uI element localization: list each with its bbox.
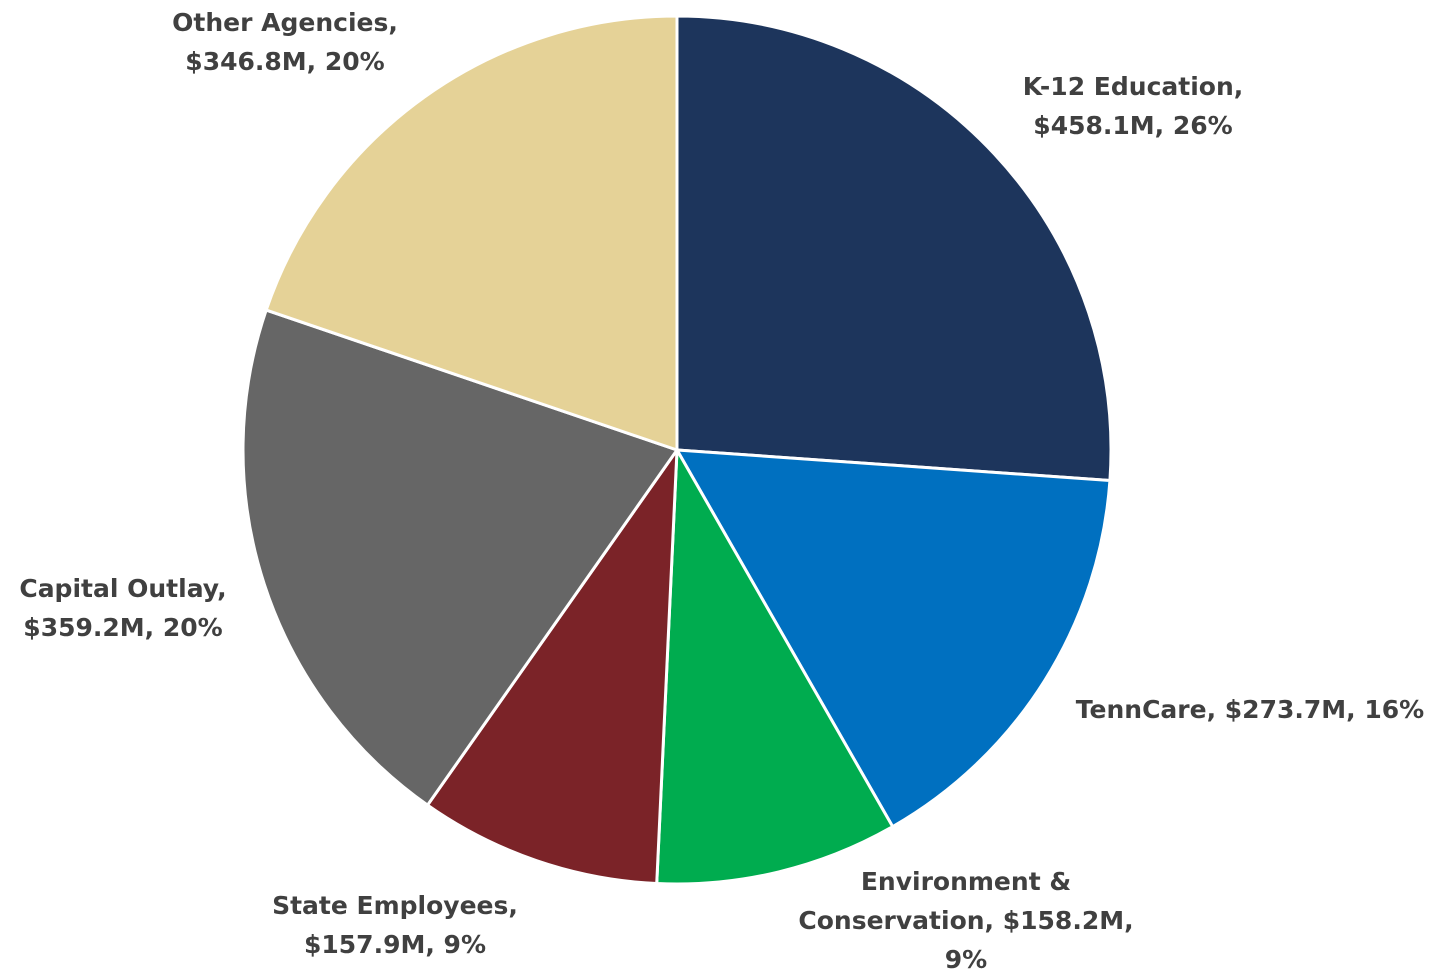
slice-label-environment-conservation: Environment & Conservation, $158.2M, 9% — [798, 867, 1133, 972]
slice-label-tenncare: TennCare, $273.7M, 16% — [1076, 695, 1424, 724]
pie-slice-k-12-education — [675, 14, 1113, 482]
slice-label-line: 9% — [945, 945, 987, 972]
slice-label-line: $458.1M, 26% — [1033, 111, 1232, 140]
slice-label-line: State Employees, — [272, 891, 518, 920]
pie-slice-state-employees — [426, 448, 679, 886]
pie-slice-other-agencies — [264, 14, 679, 452]
slice-label-k-12-education: K-12 Education, $458.1M, 26% — [1023, 72, 1244, 140]
slice-label-state-employees: State Employees, $157.9M, 9% — [272, 891, 518, 959]
pie-slice-capital-outlay — [241, 308, 679, 807]
slice-label-other-agencies: Other Agencies, $346.8M, 20% — [172, 8, 398, 76]
slice-label-line: K-12 Education, — [1023, 72, 1244, 101]
pie-slice-tenncare — [675, 448, 1112, 829]
slice-label-line: TennCare, $273.7M, 16% — [1076, 695, 1424, 724]
slice-label-line: $359.2M, 20% — [23, 613, 222, 642]
slice-label-line: Environment & — [861, 867, 1071, 896]
pie-labels: K-12 Education, $458.1M, 26% TennCare, $27… — [19, 8, 1424, 972]
slice-label-line: Capital Outlay, — [19, 574, 226, 603]
slice-label-line: $157.9M, 9% — [304, 930, 486, 959]
slice-label-capital-outlay: Capital Outlay, $359.2M, 20% — [19, 574, 226, 642]
pie-slice-environment-conservation — [655, 448, 895, 886]
slice-label-line: Conservation, $158.2M, — [798, 906, 1133, 935]
pie-slices — [241, 14, 1113, 886]
slice-label-line: Other Agencies, — [172, 8, 398, 37]
slice-label-line: $346.8M, 20% — [185, 47, 384, 76]
